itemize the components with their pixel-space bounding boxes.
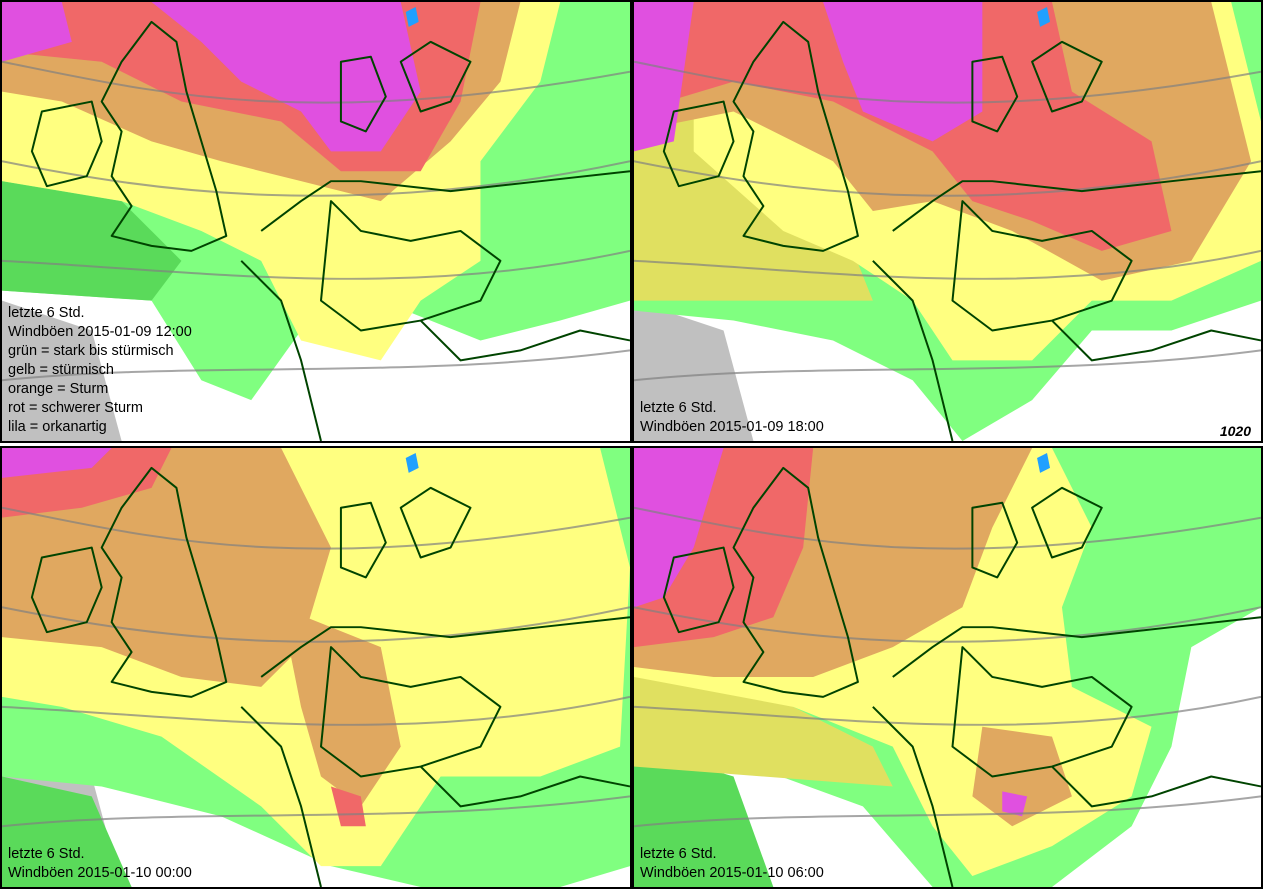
coastline (30, 100, 103, 188)
coastline (892, 170, 1261, 232)
lake-icon (1037, 452, 1051, 473)
coastline (971, 55, 1019, 133)
map-panel-2015-01-09-1200: letzte 6 Std. Windböen 2015-01-09 12:00 … (0, 0, 632, 443)
isobar-line (634, 606, 1261, 643)
isobar-line (2, 506, 630, 550)
dark-green-area (2, 181, 182, 301)
isobar-line (2, 160, 630, 197)
orange-gust-area (281, 607, 401, 807)
coastline (319, 200, 502, 332)
legend-yellow: gelb = stürmisch (8, 362, 114, 378)
legend-period: letzte 6 Std. (8, 305, 85, 321)
lake-icon (405, 452, 419, 473)
isobar-line (634, 795, 1261, 828)
lila-gust-area (1002, 791, 1028, 817)
isobar-line (2, 795, 630, 828)
coastline (419, 765, 630, 808)
coastline (971, 501, 1019, 579)
legend-timestamp: Windböen 2015-01-10 06:00 (640, 865, 824, 881)
coastline (872, 706, 954, 887)
wind-gust-map (2, 2, 630, 441)
isobar-line (634, 506, 1261, 550)
coastline (339, 55, 387, 133)
map-panel-2015-01-09-1800: letzte 6 Std. Windböen 2015-01-09 18:00 … (632, 0, 1263, 443)
coastline (260, 616, 630, 678)
legend-period: letzte 6 Std. (640, 846, 717, 862)
coastline (1051, 765, 1261, 808)
coastline (240, 706, 322, 887)
coastline (662, 100, 735, 188)
coastline (30, 546, 103, 634)
orange-gust-area (972, 726, 1072, 827)
red-gust-area (330, 786, 366, 827)
coastline (399, 40, 472, 113)
isobar-line (2, 60, 630, 104)
lila-gust-area (634, 2, 694, 152)
isobar-line (2, 606, 630, 643)
lila-gust-area (151, 2, 421, 152)
coastline (399, 486, 472, 559)
map-panel-2015-01-10-0600: letzte 6 Std. Windböen 2015-01-10 06:00 (632, 446, 1263, 889)
lila-gust-area (2, 448, 112, 478)
coastline (100, 466, 228, 698)
isobar-line (2, 249, 630, 280)
lila-gust-area (823, 2, 983, 142)
lake-icon (405, 6, 419, 27)
wind-gust-map (634, 2, 1261, 441)
legend-period: letzte 6 Std. (8, 846, 85, 862)
dark-green-area (634, 746, 774, 887)
lake-icon (1037, 6, 1051, 27)
land-area (634, 300, 754, 441)
isobar-label: 1020 (1219, 423, 1251, 439)
legend-timestamp: Windböen 2015-01-10 00:00 (8, 865, 192, 881)
isobar-line (2, 349, 630, 382)
land-area (2, 300, 122, 441)
legend-period: letzte 6 Std. (640, 400, 717, 416)
coastline (100, 20, 228, 252)
legend: letzte 6 Std. Windböen 2015-01-10 06:00 (640, 845, 824, 883)
legend-green: grün = stark bis stürmisch (8, 343, 174, 359)
isobar-line (634, 60, 1261, 104)
legend-lila: lila = orkanartig (8, 419, 107, 435)
legend-timestamp: Windböen 2015-01-09 18:00 (640, 419, 824, 435)
dark-green-area (2, 776, 132, 887)
coastline (662, 546, 735, 634)
coastline (892, 616, 1261, 678)
orange-gust-area (2, 448, 331, 687)
wind-gust-map (2, 448, 630, 887)
wind-gust-map (634, 448, 1261, 887)
coastline (240, 260, 322, 441)
isobar-line (634, 695, 1261, 726)
coastline (319, 646, 502, 778)
isobar-line (634, 349, 1261, 382)
coastline (1031, 40, 1103, 113)
legend-timestamp: Windböen 2015-01-09 12:00 (8, 324, 192, 340)
legend: letzte 6 Std. Windböen 2015-01-10 00:00 (8, 845, 192, 883)
coastline (951, 646, 1133, 778)
legend: letzte 6 Std. Windböen 2015-01-09 18:00 (640, 399, 824, 437)
coastline (339, 501, 387, 579)
coastline (951, 200, 1133, 332)
coastline (260, 170, 630, 232)
isobar-line (2, 695, 630, 726)
legend-orange: orange = Sturm (8, 381, 109, 397)
legend: letzte 6 Std. Windböen 2015-01-09 12:00 … (8, 304, 192, 437)
coastline (1051, 319, 1261, 362)
lila-gust-area (634, 448, 724, 608)
coastline (872, 260, 954, 441)
coastline (732, 466, 859, 698)
legend-red: rot = schwerer Sturm (8, 400, 143, 416)
coastline (419, 319, 630, 362)
isobar-line (634, 249, 1261, 280)
isobar-line (634, 160, 1261, 197)
map-panel-2015-01-10-0000: letzte 6 Std. Windböen 2015-01-10 00:00 (0, 446, 632, 889)
coastline (732, 20, 859, 252)
coastline (1031, 486, 1103, 559)
